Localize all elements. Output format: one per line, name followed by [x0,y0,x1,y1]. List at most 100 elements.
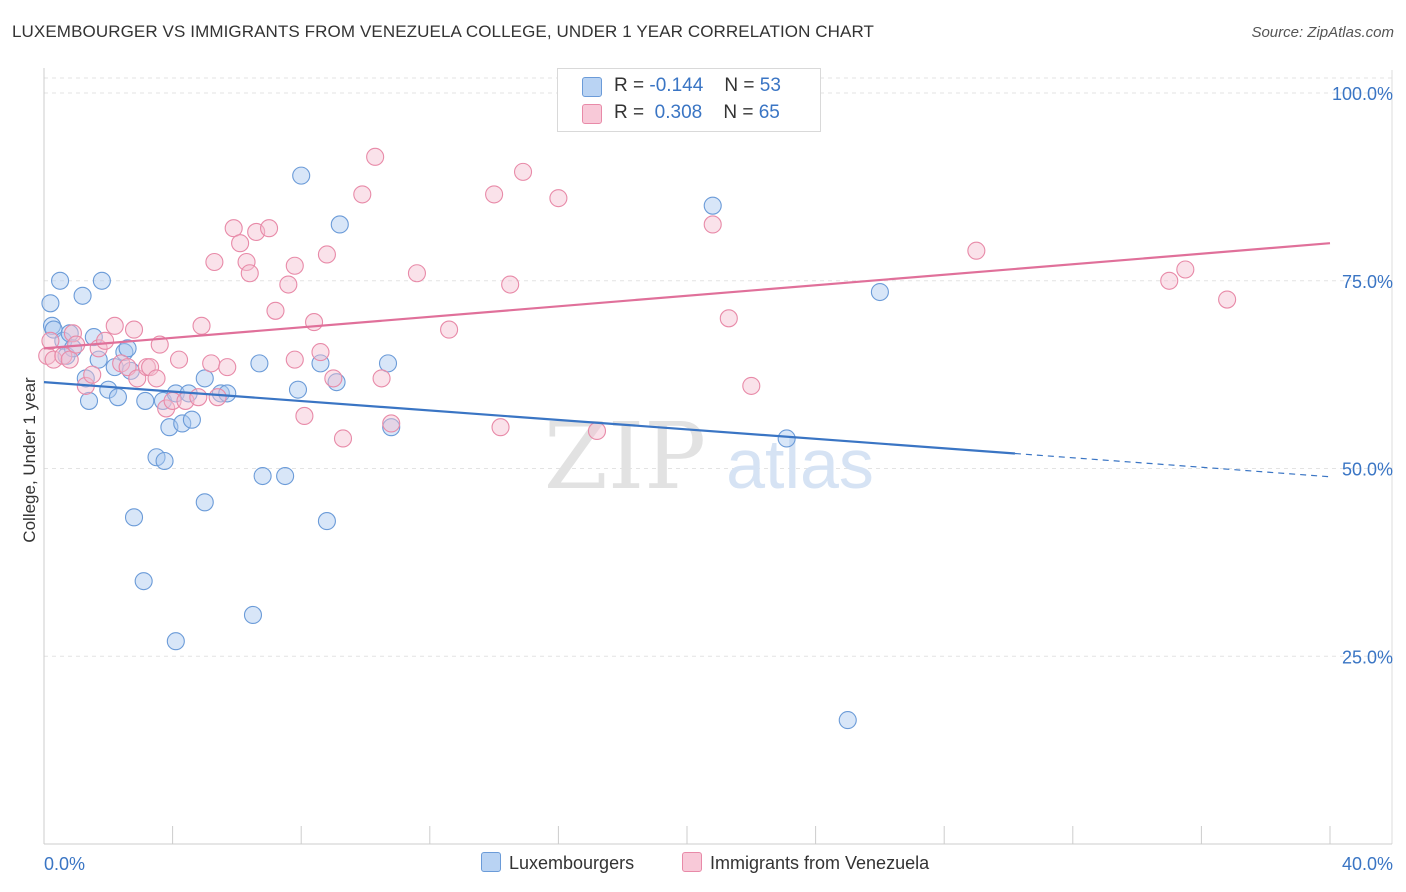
blue-swatch [582,77,602,97]
venezuela-point [237,252,256,272]
luxembourger-point [99,380,118,399]
r-label: R = [614,102,645,123]
venezuela-point [285,350,304,369]
luxembourger-point [330,215,349,234]
venezuela-point [63,324,82,343]
gridlines [44,77,1392,657]
r-label: R = [614,75,645,96]
venezuela-point [224,219,243,238]
legend-item-venezuela[interactable]: Immigrants from Venezuela [682,852,929,874]
venezuela-point [60,350,79,369]
venezuela-point [353,185,372,204]
luxembourger-point [838,711,857,730]
luxembourger-point [155,451,174,471]
tick-labels: 25.0% 50.0% 75.0% 100.0% 0.0% 40.0% [44,84,1393,874]
venezuela-point [147,369,166,388]
venezuela-point [41,331,60,350]
y-tick-label: 75.0% [1342,272,1393,292]
n-value-pink: 65 [758,102,780,123]
venezuela-point [124,320,144,339]
venezuela-point [587,421,607,441]
venezuela-point [105,316,124,335]
luxembourger-point [870,282,889,302]
venezuela-point [240,264,259,283]
legend-label-luxembourgers: Luxembourgers [509,853,635,873]
trend-lines [43,242,1331,478]
venezuela-point [295,406,314,425]
venezuela-point [305,313,324,332]
venezuela-point [967,241,986,260]
luxembourger-point [195,493,214,512]
y-tick-label: 50.0% [1342,460,1393,480]
luxembourger-point [73,286,92,305]
venezuela-point [141,358,160,377]
venezuela-point [266,301,285,320]
venezuela-trend-line [43,242,1331,350]
venezuela-point [1160,271,1179,290]
blue-swatch [481,852,501,872]
x-tick-label-max: 40.0% [1342,854,1393,874]
luxembourger-point [777,429,796,448]
series-legend: Luxembourgers Immigrants from Venezuela [0,852,1406,878]
r-value-pink: 0.308 [654,102,703,123]
venezuela-point [742,376,761,395]
luxembourger-point [134,572,153,591]
venezuela-point [703,215,722,234]
venezuela-point [549,189,568,208]
r-value-blue: -0.144 [649,75,704,96]
venezuela-point [189,388,208,407]
chart-title: LUXEMBOURGER VS IMMIGRANTS FROM VENEZUEL… [12,22,875,41]
pink-swatch [682,852,702,872]
luxembourger-point [195,369,214,388]
n-label: N = [724,75,755,96]
luxembourger-point [84,328,103,347]
luxembourger-point [250,354,269,373]
stats-legend: R = -0.144 N = 53 R = 0.308 N = 65 [557,68,821,132]
luxembourger-point [166,632,185,651]
x-tick-label-min: 0.0% [44,854,85,874]
venezuela-point [202,354,221,373]
luxembourger-point [288,380,308,399]
legend-item-luxembourgers[interactable]: Luxembourgers [481,852,634,874]
n-label: N = [723,102,754,123]
venezuela-point [513,162,533,181]
venezuela-point [324,369,343,388]
venezuela-point [150,335,169,354]
luxembourger-point [124,508,144,527]
luxembourger-point [118,339,137,358]
venezuela-point [205,252,224,272]
luxembourger-point [173,414,192,433]
luxembourger-point [92,271,111,290]
data-points [38,147,1237,730]
luxembourger-point [317,512,336,531]
venezuela-point [208,388,227,407]
venezuela-point [1218,290,1237,309]
luxembourger-point [243,605,263,625]
venezuela-point [169,350,189,369]
venezuela-point [279,275,298,294]
chart-source: Source: ZipAtlas.com [1251,24,1394,41]
venezuela-point [382,414,401,433]
venezuela-point [372,369,391,388]
luxembourger-point [41,294,60,313]
luxembourger-point [136,391,155,410]
y-tick-label: 25.0% [1342,647,1393,667]
venezuela-point [333,429,353,448]
venezuela-point [259,219,279,238]
luxembourger-point [108,388,127,407]
luxembourger-point [182,410,201,429]
venezuela-point [311,343,330,362]
venezuela-point [317,245,336,264]
legend-label-venezuela: Immigrants from Venezuela [710,853,930,873]
venezuela-point [407,264,426,283]
venezuela-point [501,275,520,294]
luxembourger-point [79,391,99,410]
luxembourger-point [253,466,272,486]
venezuela-point [96,331,115,350]
venezuela-point [83,365,102,384]
luxembourger-trend-line [43,381,1016,455]
luxembourger-point [292,166,311,185]
y-tick-label: 100.0% [1332,84,1393,104]
luxembourger-point [218,384,237,403]
